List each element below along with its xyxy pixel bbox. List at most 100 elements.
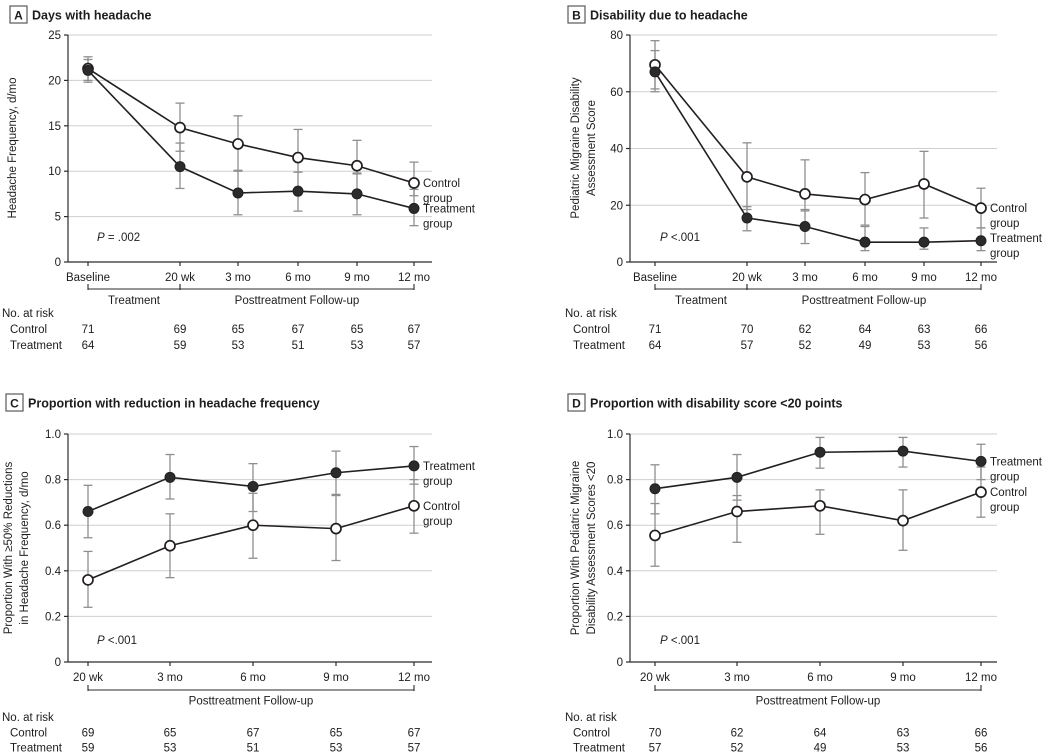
filled-circle-marker (649, 66, 661, 78)
y-axis-title: Disability Assessment Scores <20 (586, 462, 598, 635)
y-tick-label: 60 (610, 87, 623, 99)
at-risk-value: 59 (82, 743, 95, 753)
panel-title: Proportion with reduction in headache fr… (28, 397, 320, 411)
panel-label-box (5, 393, 24, 412)
x-tick-label: 12 mo (398, 672, 430, 684)
filled-circle-marker (975, 235, 987, 247)
open-circle-marker (174, 121, 186, 134)
y-tick-label: 10 (48, 166, 61, 178)
at-risk-title: No. at risk (2, 712, 54, 724)
legend-label: group (990, 218, 1019, 230)
at-risk-row-label: Control (10, 324, 47, 336)
at-risk-value: 57 (649, 743, 662, 753)
filled-circle-marker (731, 471, 743, 483)
y-tick-label: 20 (48, 75, 61, 87)
at-risk-table: No. at risk Control 71 69 65 67 65 67 Treatment 6… (2, 308, 420, 352)
at-risk-value: 53 (897, 743, 910, 753)
panel-a-days-with-headache-chart: A Days with headache 0 5 10 15 20 25 Baseline 20 … (2, 5, 476, 352)
y-tick-label: 80 (610, 30, 623, 42)
at-risk-value: 49 (859, 340, 872, 352)
open-circle-marker (292, 151, 304, 164)
open-circle-marker (247, 519, 259, 532)
panel-d-proportion-disability-chart: D Proportion with disability score <20 po… (565, 393, 1043, 753)
open-circle-marker (649, 529, 661, 542)
filled-circle-marker (292, 185, 304, 197)
panel-label-letter: A (14, 9, 23, 23)
at-risk-title: No. at risk (565, 308, 617, 320)
bracket-label: Posttreatment Follow-up (756, 696, 881, 708)
panel-title: Proportion with disability score <20 poi… (590, 397, 843, 411)
filled-circle-marker (82, 64, 94, 76)
y-tick-label: 0.2 (607, 611, 623, 623)
gridlines (68, 34, 432, 218)
series-markers-control-group (82, 499, 420, 586)
legend-label: Control (990, 487, 1027, 499)
x-tick-label: 3 mo (157, 672, 183, 684)
at-risk-value: 53 (330, 743, 343, 753)
at-risk-row-label: Control (10, 728, 47, 740)
at-risk-value: 70 (649, 728, 662, 740)
at-risk-value: 57 (408, 340, 421, 352)
bracket-label: Treatment (675, 295, 728, 307)
period-brackets (87, 685, 415, 691)
at-risk-value: 67 (247, 728, 260, 740)
series-markers-treatment-group (649, 445, 987, 495)
x-tick-label: 6 mo (807, 672, 833, 684)
y-tick-label: 0 (617, 257, 623, 269)
x-tick-label: 12 mo (398, 272, 430, 284)
p-value: P = .002 (97, 232, 140, 244)
x-tick-label: 6 mo (852, 272, 878, 284)
legend-label: group (990, 471, 1019, 483)
legend-label: Treatment (423, 203, 476, 215)
at-risk-value: 56 (975, 743, 988, 753)
x-tick-label: 20 wk (165, 272, 195, 284)
x-tick-label: 20 wk (640, 672, 670, 684)
at-risk-value: 67 (408, 728, 421, 740)
filled-circle-marker (164, 471, 176, 483)
p-value: P <.001 (660, 635, 700, 647)
filled-circle-marker (814, 446, 826, 458)
y-tick-label: 5 (55, 212, 61, 224)
series-markers-control-group (82, 62, 420, 189)
at-risk-table: No. at risk Control 70 62 64 63 66 Treatment 57 5… (565, 712, 987, 753)
y-tick-label: 0.4 (45, 566, 62, 578)
bracket-label: Posttreatment Follow-up (802, 295, 927, 307)
at-risk-value: 64 (82, 340, 95, 352)
series-markers-treatment-group (82, 460, 420, 518)
x-tick-label: 9 mo (911, 272, 937, 284)
open-circle-marker (814, 499, 826, 512)
series-markers-control-group (649, 486, 987, 542)
open-circle-marker (164, 539, 176, 552)
x-tick-label: 12 mo (965, 672, 997, 684)
at-risk-row-label: Control (573, 324, 610, 336)
at-risk-value: 67 (292, 324, 305, 336)
y-tick-label: 1.0 (45, 429, 61, 441)
y-axis-title: Pediatric Migraine Disability (570, 77, 582, 218)
x-tick-label: 12 mo (965, 272, 997, 284)
at-risk-value: 65 (232, 324, 245, 336)
at-risk-value: 52 (799, 340, 812, 352)
x-tick-label: Baseline (633, 272, 677, 284)
y-axis-title: in Headache Frequency, d/mo (19, 471, 31, 624)
series-line-control-group (654, 64, 982, 209)
open-circle-marker (731, 505, 743, 518)
filled-circle-marker (975, 455, 987, 467)
at-risk-value: 65 (330, 728, 343, 740)
y-tick-label: 0 (55, 657, 61, 669)
legend-label: Control (423, 501, 460, 513)
at-risk-row-label: Treatment (573, 743, 626, 753)
at-risk-value: 57 (741, 340, 754, 352)
y-tick-label: 0 (55, 257, 61, 269)
at-risk-value: 51 (292, 340, 305, 352)
at-risk-row-label: Treatment (10, 743, 63, 753)
x-tick-label: 20 wk (732, 272, 762, 284)
open-circle-marker (82, 574, 94, 586)
y-tick-label: 0.6 (607, 520, 623, 532)
error-bars (83, 56, 419, 227)
legend-label: Control (423, 178, 460, 190)
at-risk-value: 70 (741, 324, 754, 336)
open-circle-marker (408, 177, 420, 189)
y-tick-label: 1.0 (607, 429, 623, 441)
at-risk-value: 53 (351, 340, 364, 352)
open-circle-marker (330, 522, 342, 535)
